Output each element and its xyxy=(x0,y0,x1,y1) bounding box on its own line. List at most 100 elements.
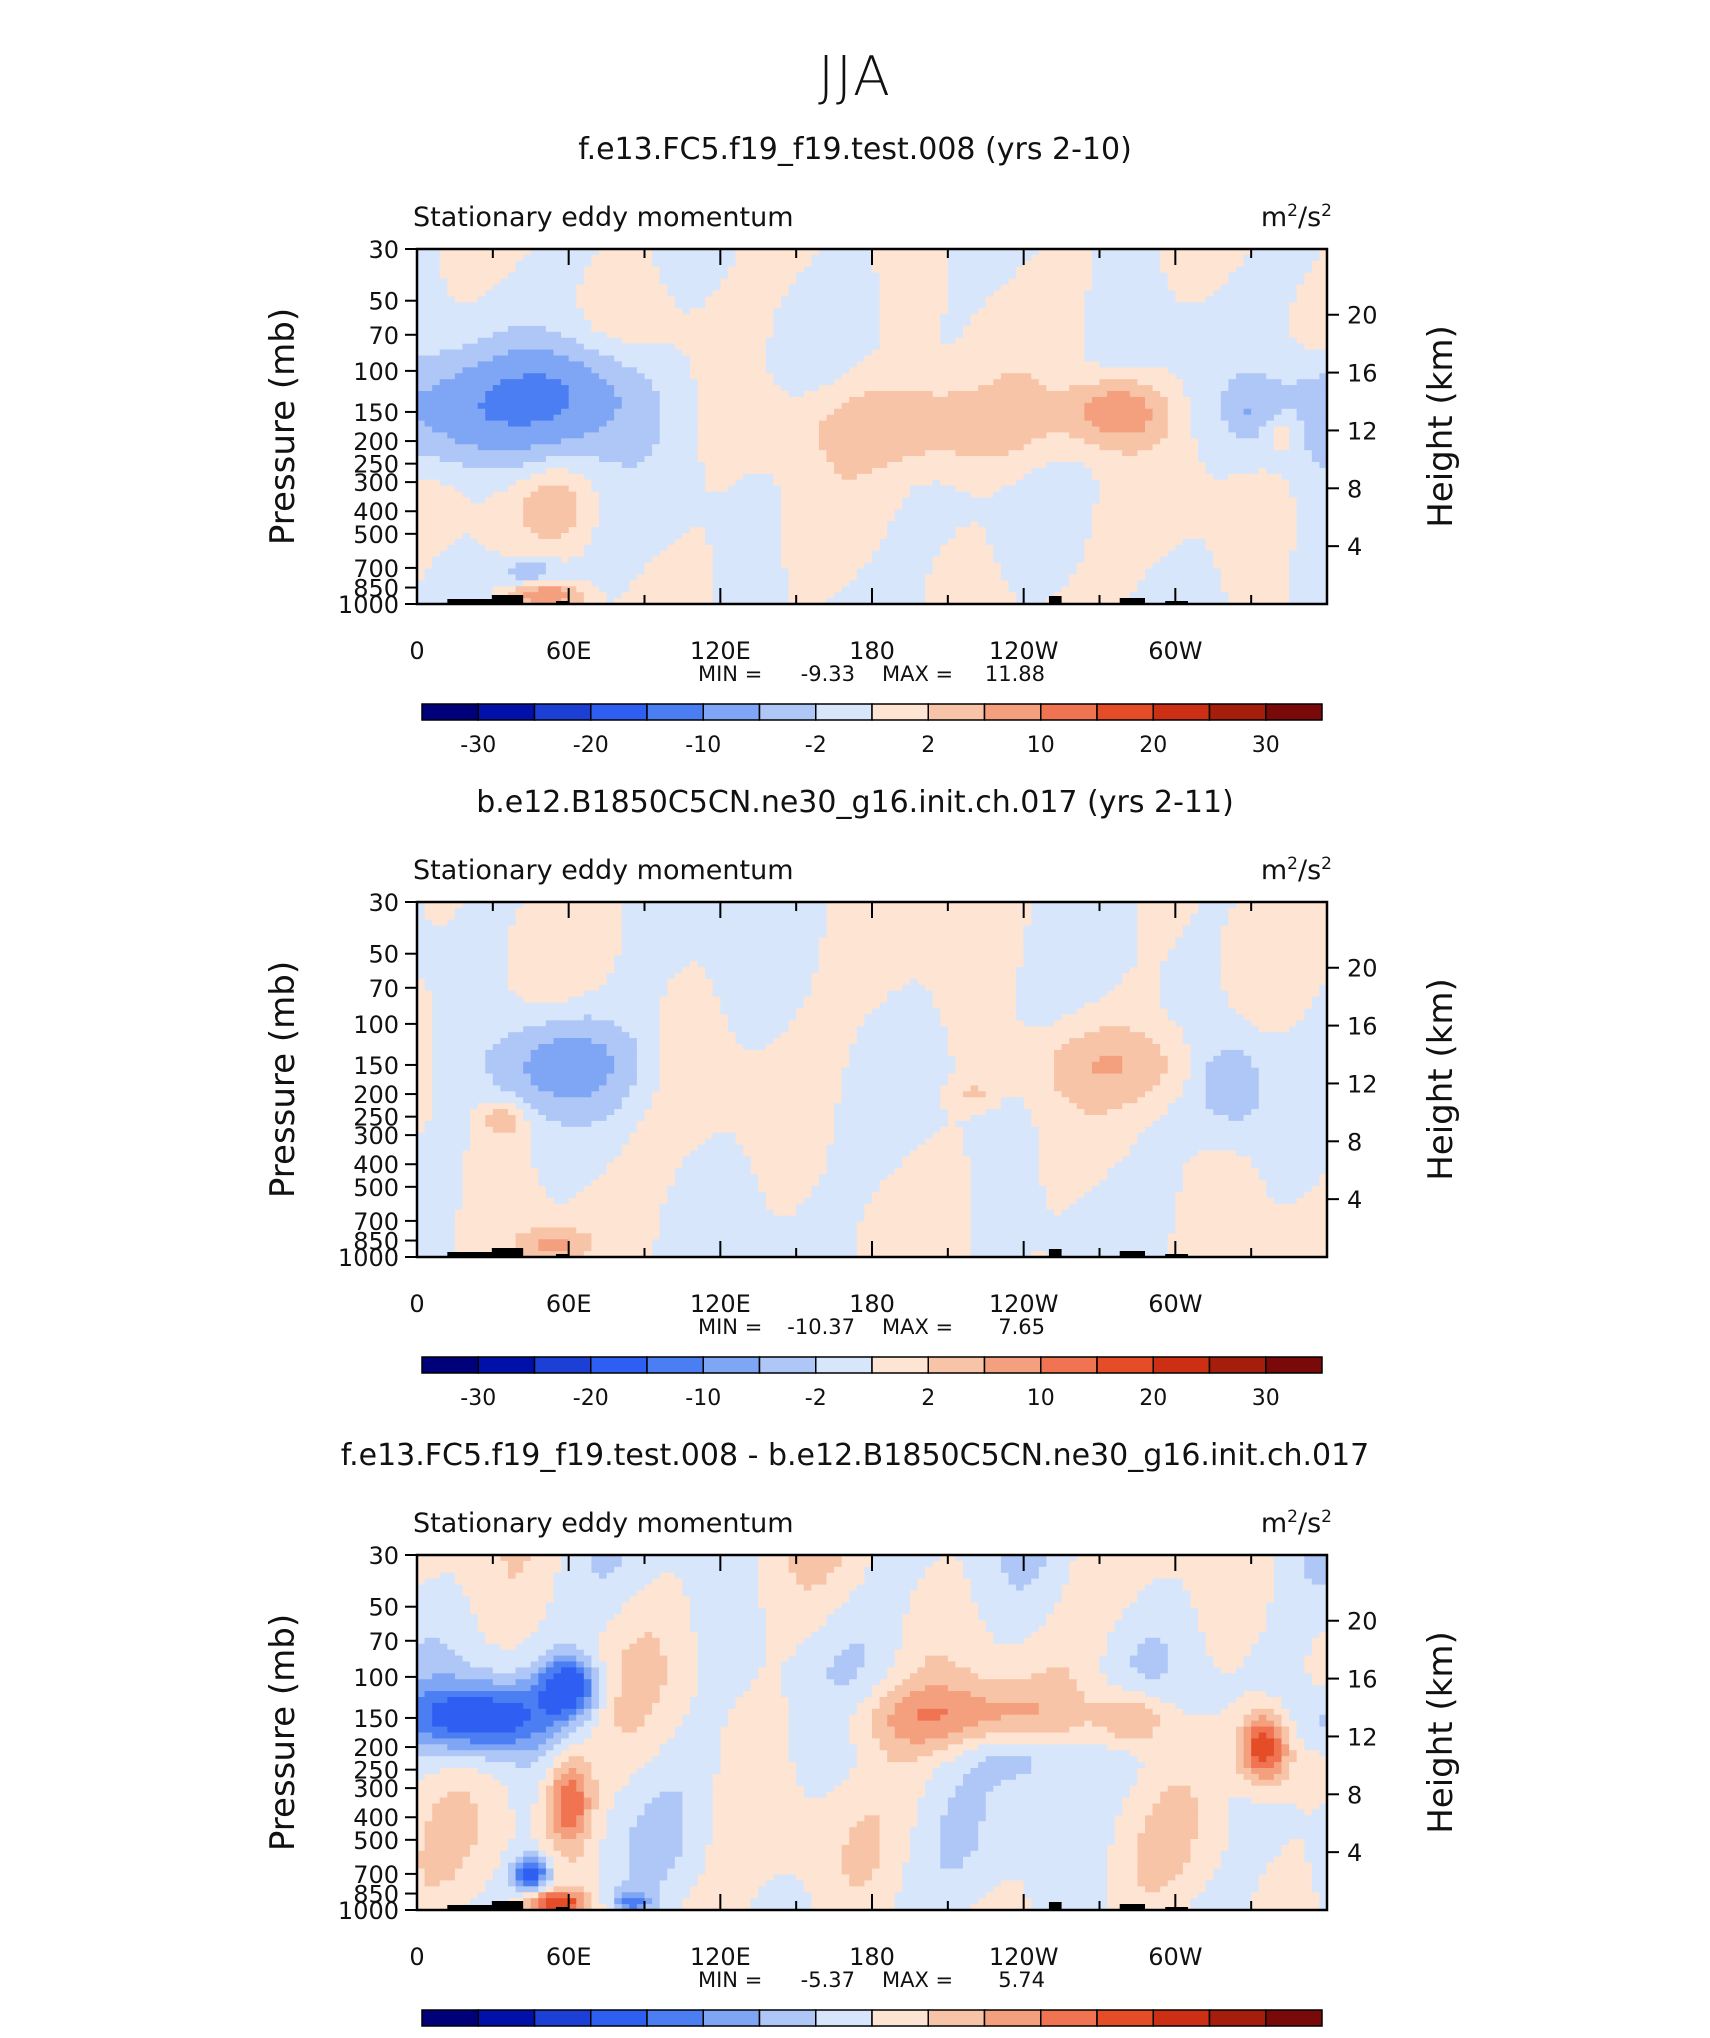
heatmap-cell xyxy=(568,320,577,327)
heatmap-cell xyxy=(697,426,706,434)
heatmap-cell xyxy=(432,361,441,368)
heatmap-cell xyxy=(508,314,517,321)
heatmap-cell xyxy=(826,320,835,327)
heatmap-cell xyxy=(909,272,919,280)
heatmap-cell xyxy=(568,491,577,499)
heatmap-cell xyxy=(1228,349,1237,357)
heatmap-cell xyxy=(940,432,949,439)
heatmap-cell xyxy=(985,391,994,398)
heatmap-cell xyxy=(940,355,949,363)
heatmap-cell xyxy=(652,450,661,457)
heatmap-cell xyxy=(970,331,979,339)
heatmap-cell xyxy=(1031,444,1040,451)
heatmap-cell xyxy=(735,462,744,469)
heatmap-cell xyxy=(1236,355,1245,363)
heatmap-cell xyxy=(1000,432,1010,439)
heatmap-cell xyxy=(1000,391,1010,398)
heatmap-cell xyxy=(477,479,486,487)
heatmap-cell xyxy=(985,450,994,457)
heatmap-cell xyxy=(1000,266,1010,274)
heatmap-cell xyxy=(940,420,949,428)
heatmap-cell xyxy=(697,254,706,262)
heatmap-cell xyxy=(1160,272,1169,280)
heatmap-cell xyxy=(432,355,441,363)
heatmap-cell xyxy=(1273,467,1283,475)
heatmap-cell xyxy=(1091,450,1101,457)
heatmap-cell xyxy=(682,254,691,262)
heatmap-cell xyxy=(652,290,661,297)
heatmap-cell xyxy=(462,254,471,262)
heatmap-cell xyxy=(1099,278,1108,286)
heatmap-cell xyxy=(735,320,744,327)
heatmap-cell xyxy=(1182,254,1192,262)
heatmap-cell xyxy=(621,414,630,422)
heatmap-cell xyxy=(439,367,448,374)
heatmap-cell xyxy=(614,296,623,303)
heatmap-cell xyxy=(599,302,608,309)
heatmap-cell xyxy=(765,420,775,428)
heatmap-cell xyxy=(432,331,441,339)
heatmap-cell xyxy=(485,355,494,363)
heatmap-cell xyxy=(841,284,850,292)
heatmap-cell xyxy=(424,444,433,451)
heatmap-cell xyxy=(1129,355,1139,363)
heatmap-cell xyxy=(978,278,987,286)
heatmap-cell xyxy=(781,361,790,368)
heatmap-cell xyxy=(447,438,456,445)
heatmap-cell xyxy=(417,485,426,493)
heatmap-cell xyxy=(735,266,744,274)
heatmap-cell xyxy=(1016,438,1025,445)
heatmap-cell xyxy=(492,349,502,357)
heatmap-cell xyxy=(621,385,630,392)
heatmap-cell xyxy=(1311,266,1321,274)
heatmap-cell xyxy=(515,450,524,457)
heatmap-cell xyxy=(834,420,843,428)
heatmap-cell xyxy=(1311,385,1321,392)
heatmap-cell xyxy=(826,266,835,274)
heatmap-cell xyxy=(1228,325,1237,333)
heatmap-cell xyxy=(750,355,759,363)
heatmap-cell xyxy=(1273,402,1283,410)
heatmap-cell xyxy=(1084,367,1093,374)
heatmap-cell xyxy=(492,391,502,398)
heatmap-cell xyxy=(1236,450,1245,457)
heatmap-cell xyxy=(636,266,646,274)
heatmap-cell xyxy=(500,254,509,262)
heatmap-cell xyxy=(1243,462,1252,469)
heatmap-cell xyxy=(1145,408,1154,416)
heatmap-cell xyxy=(591,414,600,422)
heatmap-cell xyxy=(568,337,577,345)
heatmap-cell xyxy=(1046,396,1055,404)
heatmap-cell xyxy=(1182,420,1192,428)
heatmap-cell xyxy=(1198,249,1207,256)
heatmap-cell xyxy=(955,432,964,439)
heatmap-cell xyxy=(1167,325,1176,333)
heatmap-cell xyxy=(1122,432,1131,439)
heatmap-cell xyxy=(1046,479,1055,487)
heatmap-cell xyxy=(781,385,790,392)
heatmap-cell xyxy=(1213,473,1222,481)
heatmap-cell xyxy=(1038,355,1048,363)
heatmap-cell xyxy=(1236,266,1245,274)
heatmap-cell xyxy=(1076,456,1085,463)
heatmap-cell xyxy=(454,385,464,392)
heatmap-cell xyxy=(856,385,866,392)
heatmap-cell xyxy=(917,426,926,434)
heatmap-cell xyxy=(826,385,835,392)
heatmap-cell xyxy=(864,302,873,309)
heatmap-cell xyxy=(1198,432,1207,439)
heatmap-cell xyxy=(568,373,577,380)
heatmap-cell xyxy=(1251,249,1260,256)
heatmap-cell xyxy=(963,473,972,481)
heatmap-cell xyxy=(781,420,790,428)
heatmap-cell xyxy=(439,396,448,404)
heatmap-cell xyxy=(887,379,896,386)
heatmap-cell xyxy=(1061,432,1070,439)
heatmap-cell xyxy=(1190,444,1199,451)
heatmap-cell xyxy=(1046,432,1055,439)
heatmap-cell xyxy=(1190,325,1199,333)
heatmap-cell xyxy=(834,467,843,475)
heatmap-cell xyxy=(743,314,752,321)
heatmap-cell xyxy=(1000,426,1010,434)
heatmap-cell xyxy=(1137,391,1146,398)
